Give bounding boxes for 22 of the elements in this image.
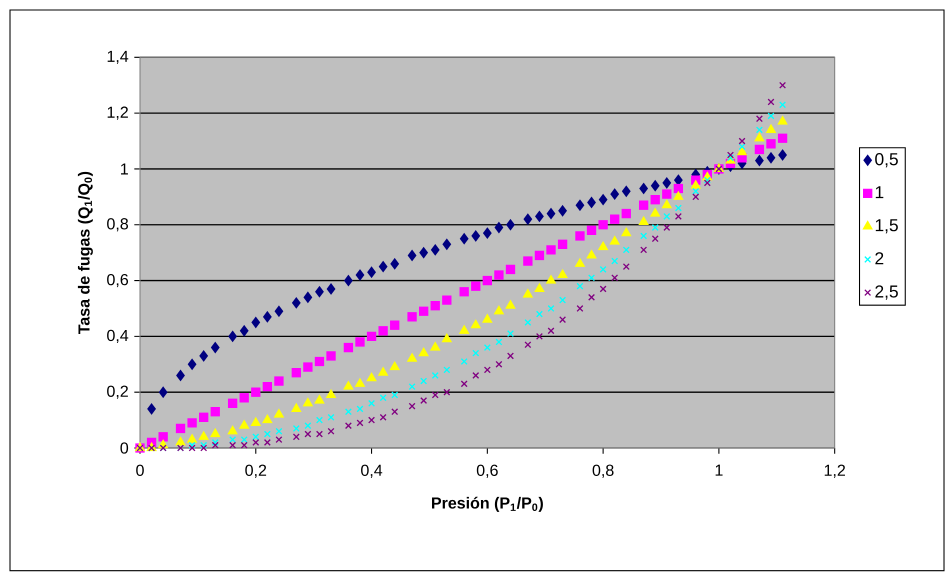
y-tick-label: 0 bbox=[120, 442, 128, 454]
x-tick-label: 0,2 bbox=[245, 464, 266, 478]
legend-label: 1 bbox=[876, 186, 884, 198]
x-tick-label: 0 bbox=[136, 464, 144, 476]
y-axis-title: Tasa de fugas (Q$_{1}$/Q$_{0}$) bbox=[78, 172, 93, 334]
x-tick-label: 1,2 bbox=[824, 464, 845, 478]
y-tick-label: 1,4 bbox=[108, 50, 128, 64]
x-tick-label: 0,8 bbox=[592, 464, 614, 478]
y-tick-label: 1,2 bbox=[108, 106, 128, 120]
y-tick-label: 0,4 bbox=[107, 330, 128, 343]
x-axis-title: Presión (P$_{1}$/P$_{0}$) bbox=[432, 496, 543, 512]
y-tick-label: 0,6 bbox=[107, 274, 128, 288]
legend-label: 1,5 bbox=[876, 219, 898, 234]
legend-label: 0,5 bbox=[875, 153, 898, 168]
x-tick-label: 0,4 bbox=[361, 464, 382, 478]
y-tick-label: 0,2 bbox=[107, 386, 128, 399]
y-tick-label: 0,8 bbox=[107, 218, 128, 232]
y-tick-label: 1 bbox=[121, 163, 128, 174]
legend-label: 2,5 bbox=[875, 285, 898, 300]
legend-label: 2 bbox=[875, 252, 884, 264]
x-tick-label: 1 bbox=[716, 464, 723, 476]
x-tick-label: 0,6 bbox=[476, 464, 498, 478]
